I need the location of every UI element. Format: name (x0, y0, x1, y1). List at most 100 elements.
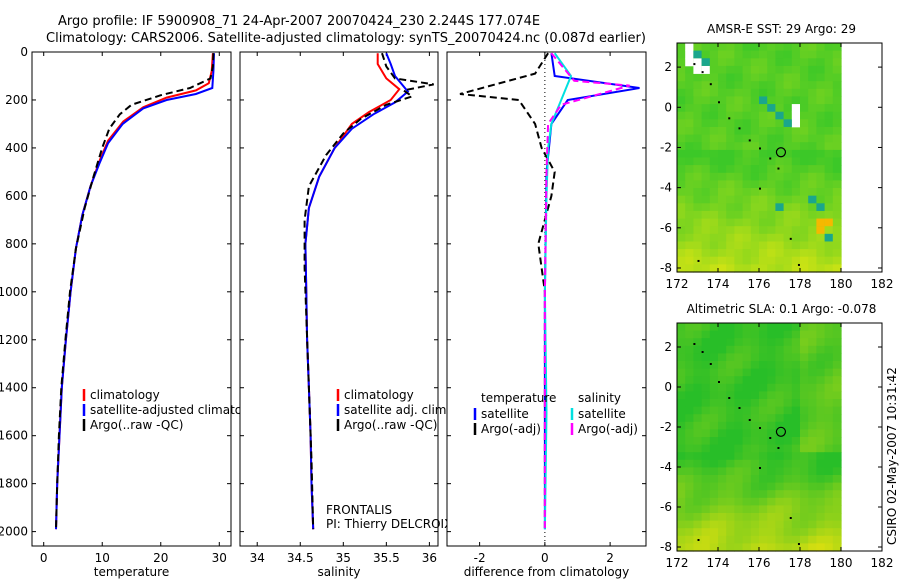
heatmap-cell (742, 467, 752, 476)
plot-frame (239, 51, 439, 547)
heatmap-cell (767, 73, 776, 82)
heatmap-cell (718, 513, 727, 522)
heatmap-cell (701, 43, 711, 52)
heatmap-cell (808, 338, 817, 347)
heatmap-cell (726, 264, 735, 273)
heatmap-cell (742, 444, 752, 453)
heatmap-cell (750, 233, 760, 242)
heatmap-cell (783, 111, 793, 120)
heatmap-cell (718, 535, 727, 544)
heatmap-cell (767, 88, 776, 97)
heatmap-cell (759, 226, 768, 235)
heatmap-cell (816, 58, 826, 67)
heatmap-cell (742, 226, 752, 235)
island-marker (777, 167, 780, 170)
heatmap-cell (685, 119, 694, 128)
heatmap-cell (742, 119, 752, 128)
heatmap-cell (800, 391, 809, 400)
heatmap-cell (816, 399, 826, 408)
heatmap-cell (709, 203, 719, 212)
heatmap-cell (791, 323, 801, 332)
heatmap-cell (800, 353, 809, 362)
heatmap-cell (783, 203, 793, 212)
legend-label: Argo(..raw -QC) (344, 418, 437, 432)
heatmap-cell (693, 226, 703, 235)
heatmap-cell (701, 528, 711, 537)
heatmap-cell (709, 368, 719, 377)
heatmap-cell (783, 195, 793, 204)
heatmap-cell (759, 345, 768, 354)
island-marker (738, 127, 741, 130)
heatmap-cell (709, 111, 719, 120)
x-tick-label: 178 (789, 277, 812, 291)
heatmap-cell (750, 406, 760, 415)
heatmap-cell (816, 149, 826, 159)
heatmap-cell (791, 535, 801, 544)
heatmap-cell (734, 482, 744, 491)
heatmap-cell (824, 249, 834, 258)
heatmap-cell (701, 104, 711, 113)
x-tick-label: 174 (707, 277, 730, 291)
heatmap-cell (832, 165, 842, 174)
heatmap-cell (816, 96, 826, 105)
heatmap-cell (800, 119, 809, 128)
heatmap-cell (685, 459, 694, 468)
heatmap-cell (816, 142, 826, 151)
heatmap-cell (832, 444, 842, 453)
heatmap-cell (816, 323, 826, 332)
heatmap-cell (775, 43, 785, 52)
heatmap-cell (709, 65, 719, 75)
heatmap-cell (767, 149, 776, 159)
heatmap-cell (775, 226, 785, 235)
heatmap-cell (734, 210, 744, 220)
heatmap-cell (750, 535, 760, 544)
heatmap-cell (808, 188, 817, 197)
heatmap-cell (783, 249, 793, 258)
heatmap-cell (767, 165, 776, 174)
heatmap-cell (693, 505, 703, 514)
heatmap-cell (824, 43, 834, 52)
heatmap-cell (759, 218, 768, 227)
heatmap-cell (701, 203, 711, 212)
heatmap-cell (767, 429, 776, 438)
heatmap-cell (726, 142, 735, 151)
heatmap-cell (791, 203, 801, 212)
warm-cell (816, 226, 825, 234)
heatmap-cell (816, 391, 826, 400)
heatmap-cell (742, 475, 752, 484)
heatmap-cell (767, 203, 776, 212)
heatmap-cell (742, 543, 752, 552)
island-marker (728, 117, 731, 120)
heatmap-cell (685, 452, 694, 461)
heatmap-cell (693, 96, 703, 105)
heatmap-cell (677, 233, 686, 242)
heatmap-cell (709, 210, 719, 220)
heatmap-cell (759, 497, 768, 506)
heatmap-cell (759, 195, 768, 204)
heatmap-cell (709, 452, 719, 461)
heatmap-cell (824, 399, 834, 408)
heatmap-cell (767, 414, 776, 423)
heatmap-cell (767, 330, 776, 339)
heatmap-cell (693, 520, 703, 529)
heatmap-cell (726, 338, 735, 347)
heatmap-cell (800, 368, 809, 377)
heatmap-cell (832, 180, 842, 189)
heatmap-cell (800, 505, 809, 514)
heatmap-cell (824, 429, 834, 438)
heatmap-cell (816, 345, 826, 354)
heatmap-cell (783, 437, 793, 446)
heatmap-cell (693, 188, 703, 197)
heatmap-cell (791, 210, 801, 220)
heatmap-cell (734, 444, 744, 453)
heatmap-cell (808, 361, 817, 370)
heatmap-cell (775, 429, 785, 438)
heatmap-cell (726, 241, 735, 250)
heatmap-cell (824, 134, 834, 143)
heatmap-cell (800, 172, 809, 181)
heatmap-cell (808, 406, 817, 415)
heatmap-cell (832, 513, 842, 522)
heatmap-cell (767, 467, 776, 476)
heatmap-cell (742, 497, 752, 506)
heatmap-cell (800, 323, 809, 332)
